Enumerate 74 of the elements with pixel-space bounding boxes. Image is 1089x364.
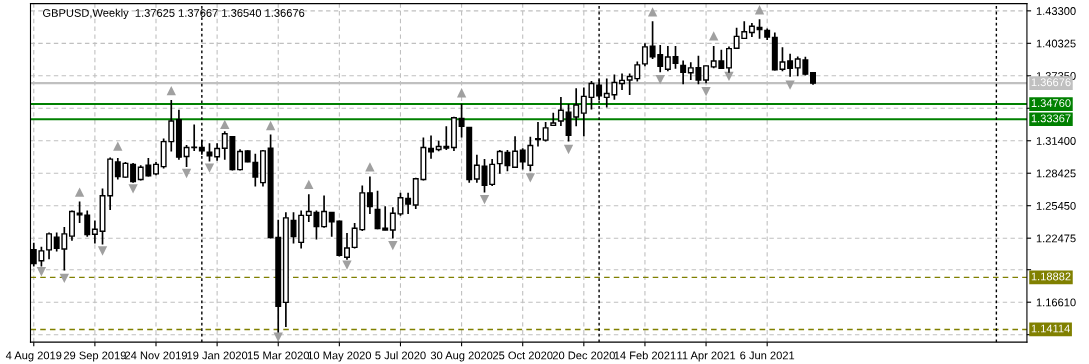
point: [456, 88, 467, 98]
x-tick-label: 24 Nov 2019: [125, 351, 187, 360]
y-tick-label: 1.25450: [1036, 201, 1076, 210]
x-tick-label: 5 Jul 2020: [375, 351, 426, 360]
ref-line-label: 1.18882: [1031, 272, 1071, 281]
ref-line-label: 1.34760: [1031, 99, 1071, 108]
candlestick: [321, 194, 328, 229]
point: [647, 7, 658, 17]
point: [754, 5, 765, 15]
point: [701, 86, 711, 97]
candlestick: [428, 134, 435, 160]
x-tick-label: 10 May 2020: [308, 351, 372, 362]
ref-line-label: 1.36676: [1031, 78, 1071, 87]
candlestick: [787, 52, 794, 78]
candlestick: [664, 45, 671, 73]
point: [709, 31, 719, 41]
point: [304, 179, 314, 190]
point: [525, 173, 536, 183]
candlestick: [542, 121, 549, 143]
point: [220, 119, 230, 130]
point: [74, 187, 85, 197]
candlestick: [756, 18, 763, 40]
candlestick: [405, 191, 412, 215]
x-tick-label: 30 Aug 2020: [430, 351, 493, 362]
y-tick-label: 1.28425: [1036, 169, 1076, 178]
candlestick: [557, 96, 564, 127]
candlestick: [91, 219, 98, 245]
candlestick: [512, 135, 519, 169]
x-tick-label: 25 Oct 2020: [493, 351, 553, 360]
y-tick-label: 1.43300: [1036, 7, 1076, 15]
x-tick-label: 11 Apr 2021: [677, 351, 736, 362]
point: [59, 273, 69, 283]
point: [166, 85, 176, 96]
point: [113, 141, 123, 151]
x-tick-label: 14 Feb 2021: [614, 351, 676, 360]
point: [128, 184, 138, 194]
y-tick-label: 1.22475: [1036, 234, 1076, 243]
point: [388, 240, 398, 251]
point: [265, 120, 276, 131]
y-tick-label: 1.16610: [1036, 298, 1076, 307]
point: [204, 163, 215, 173]
candlestick: [366, 175, 373, 215]
candlestick: [534, 121, 541, 148]
candlestick: [206, 142, 213, 163]
x-tick-label: 20 Dec 2020: [552, 351, 615, 360]
point: [342, 260, 352, 270]
x-tick-label: 29 Sep 2019: [63, 351, 126, 362]
x-tick-label: 4 Aug 2019: [5, 351, 62, 362]
candlestick: [252, 153, 259, 188]
chart-title: GBPUSD,Weekly 1.37625 1.37667 1.36540 1.36676: [43, 8, 305, 20]
point: [36, 267, 47, 277]
x-tick-label: 6 Jun 2021: [740, 351, 795, 360]
candlestick: [680, 59, 687, 86]
candlestick: [130, 162, 137, 184]
point: [479, 195, 490, 205]
y-tick-label: 1.40325: [1036, 39, 1076, 48]
point: [563, 144, 574, 155]
candlestick: [46, 231, 53, 261]
point: [365, 162, 375, 172]
candlestick: [458, 102, 465, 139]
candlestick: [344, 232, 350, 261]
candlestick: [641, 42, 648, 68]
ref-line-label: 1.33367: [1031, 114, 1071, 123]
ref-line-label: 1.14114: [1031, 324, 1070, 333]
point: [181, 168, 192, 179]
candlestick: [489, 158, 496, 187]
y-tick-label: 1.31400: [1036, 137, 1076, 145]
candlestick: [473, 153, 480, 184]
point: [97, 246, 108, 256]
point: [785, 80, 795, 90]
x-tick-label: 19 Jan 2020: [187, 351, 248, 360]
x-tick-label: 15 Mar 2020: [247, 351, 309, 360]
point: [655, 74, 665, 85]
candlestick: [237, 148, 244, 172]
